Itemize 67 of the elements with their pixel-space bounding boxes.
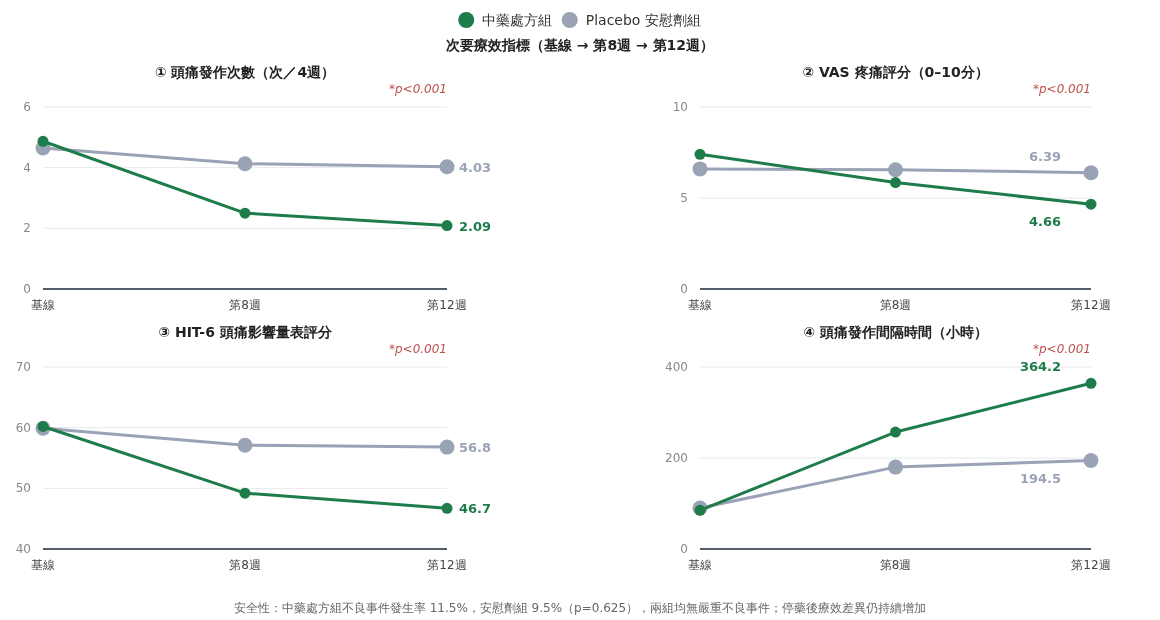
- y-tick-label: 400: [665, 360, 688, 374]
- chart-title: ① 頭痛發作次數（次／4週）: [154, 64, 336, 80]
- legend-label: Placebo 安慰劑組: [585, 12, 701, 28]
- text: *p<0.001: [1032, 342, 1091, 356]
- point: [441, 220, 453, 232]
- point: [1083, 453, 1099, 468]
- y-tick-label: 0: [680, 282, 688, 296]
- data-label: 4.03: [459, 159, 492, 175]
- y-tick-label: 0: [23, 282, 31, 296]
- data-label: 194.5: [1019, 470, 1061, 486]
- point: [37, 135, 49, 147]
- x-tick-label: 基線: [31, 298, 55, 312]
- point: [1083, 165, 1099, 181]
- data-label: 364.2: [1019, 359, 1061, 375]
- point: [692, 161, 708, 177]
- data-label: 6.39: [1028, 148, 1061, 164]
- x-tick-label: 第12週: [427, 298, 467, 312]
- point: [37, 420, 49, 432]
- x-tick-label: 基線: [688, 298, 712, 312]
- point: [890, 177, 901, 189]
- y-tick-label: 50: [15, 481, 31, 496]
- point: [239, 207, 251, 219]
- x-tick-label: 第8週: [229, 298, 261, 312]
- y-tick-label: 60: [15, 420, 31, 435]
- point: [694, 504, 706, 516]
- text: 次要療效指標（基線 → 第8週 → 第12週）: [445, 37, 715, 53]
- data-label: 2.09: [459, 218, 492, 234]
- x-tick-label: 第12週: [1071, 558, 1111, 572]
- data-label: 56.8: [459, 440, 492, 456]
- point: [1085, 377, 1097, 389]
- point: [890, 426, 901, 438]
- point: [237, 156, 253, 172]
- chart-title: ④ 頭痛發作間隔時間（小時）: [803, 324, 988, 340]
- text: *p<0.001: [388, 82, 447, 96]
- point: [694, 148, 706, 160]
- y-tick-label: 40: [15, 542, 31, 556]
- point: [239, 487, 251, 499]
- point: [439, 439, 455, 455]
- y-tick-label: 10: [672, 100, 688, 114]
- data-label: 4.66: [1028, 214, 1061, 230]
- y-tick-label: 6: [23, 100, 31, 114]
- point: [441, 502, 453, 514]
- text: 安全性：中藥處方組不良事件發生率 11.5%，安慰劑組 9.5%（p=0.625），兩組均無嚴重不良事件；停藥後療效差異仍持續增加: [233, 601, 927, 615]
- y-tick-label: 0: [680, 542, 688, 556]
- y-tick-label: 2: [23, 221, 31, 236]
- x-tick-label: 第8週: [879, 298, 912, 312]
- text: *p<0.001: [388, 342, 447, 356]
- text: *p<0.001: [1032, 82, 1091, 96]
- x-tick-label: 第12週: [1071, 298, 1111, 312]
- y-tick-label: 4: [23, 160, 31, 175]
- y-tick-label: 70: [15, 360, 31, 374]
- point: [888, 459, 903, 475]
- x-tick-label: 第8週: [229, 558, 261, 572]
- point: [237, 437, 253, 453]
- data-label: 46.7: [459, 501, 492, 517]
- x-tick-label: 第8週: [879, 558, 912, 572]
- x-tick-label: 基線: [31, 558, 55, 572]
- x-tick-label: 第12週: [427, 558, 467, 572]
- point: [888, 162, 903, 178]
- legend-label: 中藥處方組: [482, 12, 553, 28]
- point: [1085, 198, 1097, 210]
- y-tick-label: 5: [680, 191, 688, 205]
- point: [439, 159, 455, 175]
- chart-title: ③ HIT-6 頭痛影響量表評分: [158, 324, 333, 340]
- y-tick-label: 200: [665, 451, 688, 465]
- chart-title: ② VAS 疼痛評分（0–10分）: [802, 64, 989, 80]
- x-tick-label: 基線: [688, 558, 712, 572]
